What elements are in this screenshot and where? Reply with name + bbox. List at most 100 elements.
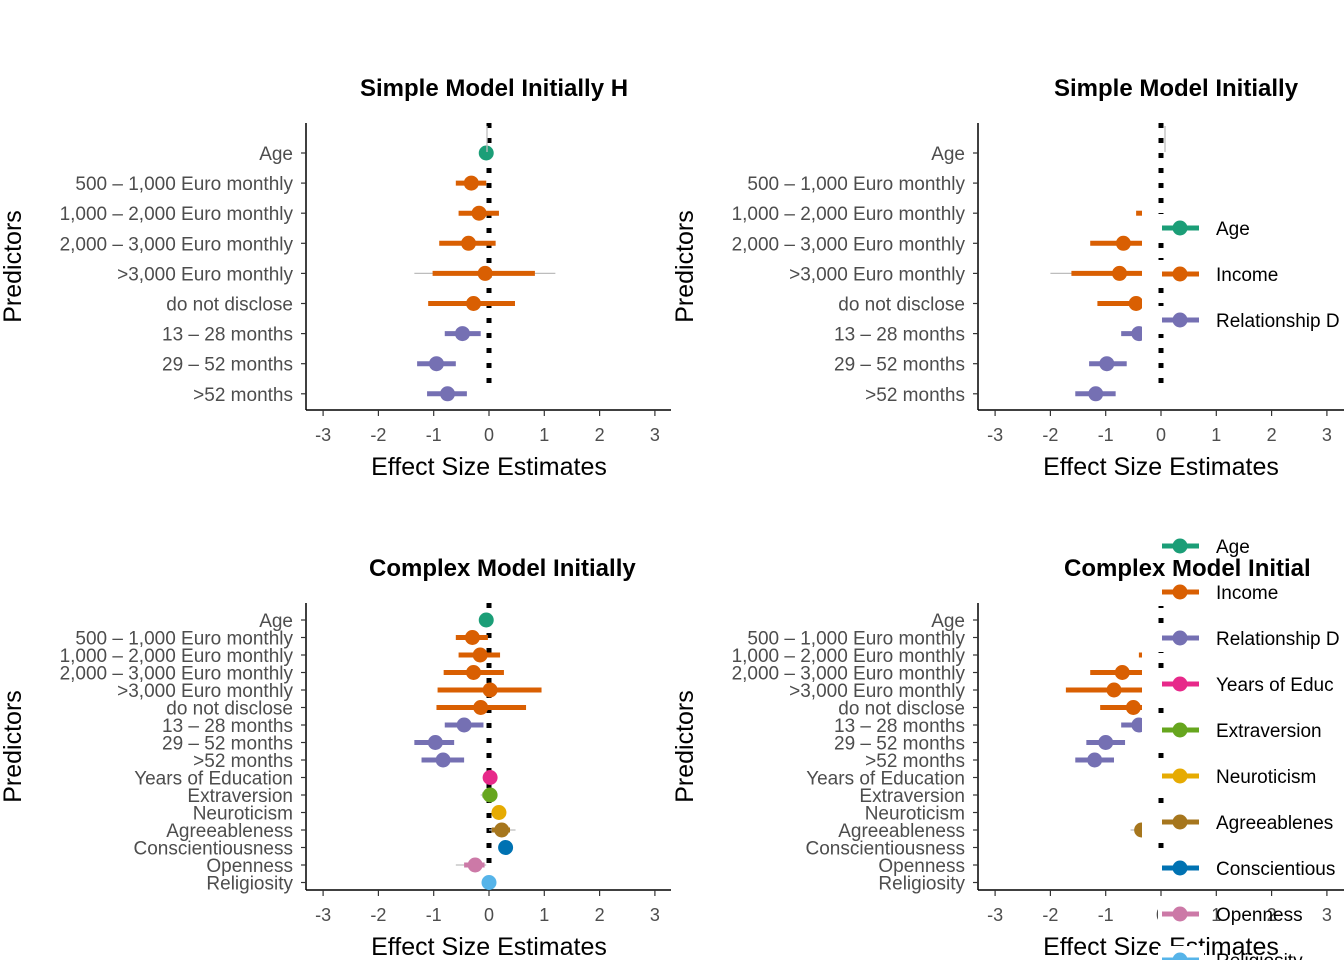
x-tick-label: -3: [987, 425, 1003, 445]
y-tick-label: Neuroticism: [193, 804, 293, 825]
x-axis-label: Effect Size Estimates: [371, 453, 607, 481]
legend-legend_simple: Age Income Relationship D: [1158, 214, 1340, 334]
point-estimate: [435, 752, 451, 768]
y-tick-label: 1,000 – 2,000 Euro monthly: [60, 646, 294, 667]
legend-label: Agreeablenes: [1216, 813, 1333, 834]
x-tick-label: -3: [987, 905, 1003, 925]
point-estimate: [482, 682, 498, 698]
panel-2: Simple Model Initially -3 -2 -1 0 1 2 3 Effect S…: [671, 75, 1344, 481]
point-estimate: [464, 630, 480, 645]
point-estimate: [1088, 386, 1104, 402]
legend-key-point: [1172, 814, 1188, 830]
x-tick-label: 2: [1267, 425, 1277, 445]
y-tick-label: >3,000 Euro monthly: [117, 681, 293, 702]
legend-key-point: [1172, 312, 1188, 328]
legend-key-point: [1172, 538, 1188, 554]
x-tick-label: -1: [426, 905, 442, 925]
point-estimate: [456, 717, 472, 733]
y-tick-label: >52 months: [193, 385, 293, 406]
legend-label: Openness: [1216, 905, 1303, 926]
point-estimate: [1106, 682, 1122, 698]
y-tick-label: >52 months: [193, 751, 293, 772]
point-estimate: [440, 386, 456, 402]
legend-label: Age: [1216, 219, 1250, 240]
y-tick-label: Religiosity: [878, 874, 965, 895]
point-estimate: [463, 175, 479, 191]
y-tick-label: 13 – 28 months: [162, 716, 293, 737]
x-tick-label: -1: [1098, 425, 1114, 445]
y-tick-label: Extraversion: [859, 786, 965, 807]
y-tick-label: 2,000 – 3,000 Euro monthly: [60, 664, 294, 685]
point-estimate: [478, 612, 494, 628]
legend-key-point: [1172, 676, 1188, 692]
point-estimate: [477, 265, 493, 281]
x-tick-label: 3: [650, 905, 660, 925]
legend-label: Religiosity: [1216, 951, 1303, 960]
y-tick-label: 500 – 1,000 Euro monthly: [75, 629, 293, 650]
legend-key-point: [1172, 220, 1188, 236]
y-tick-label: Years of Education: [134, 769, 293, 790]
y-tick-label: Neuroticism: [865, 804, 965, 825]
y-tick-label: >52 months: [865, 751, 965, 772]
y-tick-label: 2,000 – 3,000 Euro monthly: [60, 234, 294, 255]
y-tick-label: do not disclose: [166, 699, 293, 720]
point-estimate: [466, 296, 482, 311]
plot-area: [414, 145, 556, 402]
legend-label: Income: [1216, 265, 1278, 286]
y-tick-label: 2,000 – 3,000 Euro monthly: [732, 664, 966, 685]
y-tick-label: >3,000 Euro monthly: [789, 681, 965, 702]
y-tick-label: Religiosity: [206, 874, 293, 895]
y-tick-label: Age: [259, 144, 293, 165]
legend-label: Extraversion: [1216, 721, 1322, 742]
point-estimate: [1114, 665, 1130, 680]
x-tick-label: 2: [595, 905, 605, 925]
point-estimate: [1131, 326, 1142, 342]
legend-label: Neuroticism: [1216, 767, 1316, 788]
x-tick-label: -3: [315, 905, 331, 925]
y-tick-label: Age: [931, 144, 965, 165]
y-tick-label: 29 – 52 months: [162, 355, 293, 376]
point-estimate: [478, 145, 494, 161]
legend-label: Income: [1216, 583, 1278, 604]
y-tick-label: 1,000 – 2,000 Euro monthly: [732, 204, 966, 225]
y-tick-label: >52 months: [865, 385, 965, 406]
y-tick-label: 1,000 – 2,000 Euro monthly: [732, 646, 966, 667]
point-estimate: [1128, 296, 1142, 311]
x-tick-label: 1: [1211, 905, 1221, 925]
y-tick-label: 2,000 – 3,000 Euro monthly: [732, 234, 966, 255]
y-axis-label: Predictors: [671, 690, 699, 803]
y-tick-label: 29 – 52 months: [162, 734, 293, 755]
y-tick-label: Agreeableness: [838, 821, 965, 842]
y-tick-label: 29 – 52 months: [834, 734, 965, 755]
legend-label: Relationship D: [1216, 629, 1340, 650]
y-tick-label: Years of Education: [806, 769, 965, 790]
y-tick-label: Age: [259, 611, 293, 632]
x-axis-label: Effect Size Estimates: [1043, 453, 1279, 481]
plot-area: [1050, 210, 1142, 402]
point-estimate: [481, 875, 497, 890]
plot-area: [414, 612, 542, 890]
point-estimate: [1099, 356, 1115, 372]
point-estimate: [428, 356, 444, 372]
y-axis-label: Predictors: [671, 210, 699, 323]
point-estimate: [427, 735, 443, 750]
x-tick-label: 3: [1322, 425, 1332, 445]
panel-title: Simple Model Initially: [1054, 75, 1299, 102]
x-tick-label: -1: [1098, 905, 1114, 925]
x-tick-label: 0: [484, 425, 494, 445]
y-tick-label: >3,000 Euro monthly: [789, 264, 965, 285]
point-estimate: [461, 235, 477, 251]
panel-title: Simple Model Initially H: [360, 75, 628, 102]
point-estimate: [1131, 717, 1142, 733]
x-tick-label: 1: [539, 905, 549, 925]
legend-label: Years of Educ: [1216, 675, 1334, 696]
x-tick-label: 2: [595, 425, 605, 445]
point-estimate: [1098, 735, 1114, 750]
y-tick-label: Extraversion: [187, 786, 293, 807]
plot-area: [1065, 652, 1142, 838]
x-tick-label: 1: [539, 425, 549, 445]
y-tick-label: 500 – 1,000 Euro monthly: [747, 629, 965, 650]
y-tick-label: Openness: [206, 856, 293, 877]
